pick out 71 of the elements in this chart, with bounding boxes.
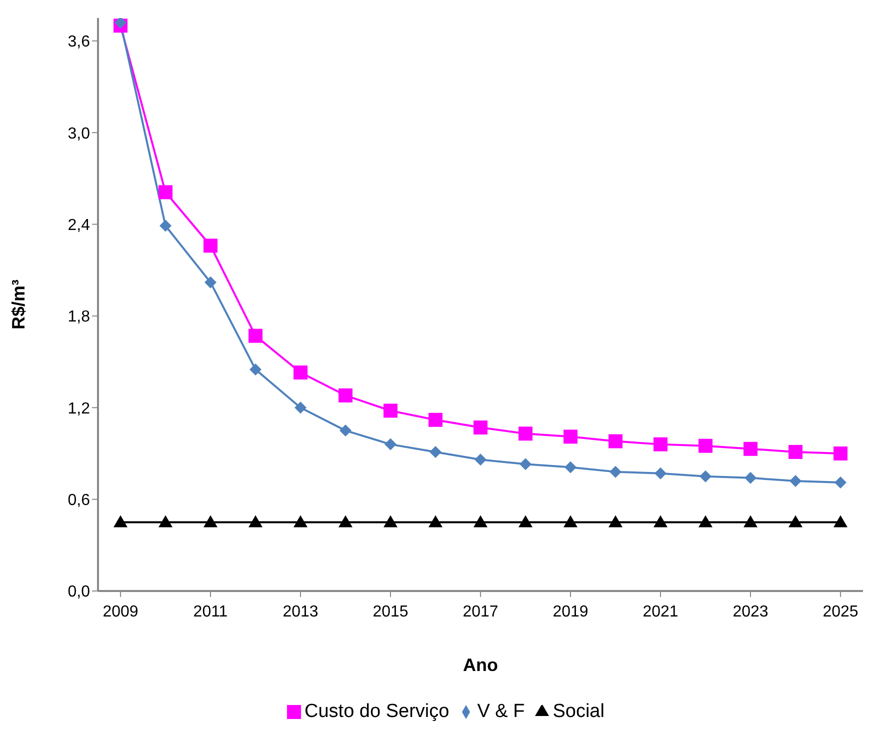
point [564,461,576,474]
point [294,365,308,380]
point [788,515,802,528]
point [744,515,758,528]
point [654,437,668,452]
point [384,515,398,528]
point [834,446,848,460]
point [204,238,218,253]
point [654,467,666,480]
x-tick-label: 2015 [372,603,408,620]
point [564,430,578,444]
point [474,515,488,528]
point [338,515,352,528]
point [428,515,442,528]
legend-label: Social [552,701,604,722]
y-tick-label: 2,4 [68,216,90,234]
x-axis-title: Ano [463,655,498,675]
x-tick-label: 2017 [462,603,498,620]
point [384,404,398,418]
point [250,363,262,376]
point [384,438,396,450]
point [158,515,172,528]
point [160,220,172,232]
y-tick-label: 3,0 [68,125,90,142]
y-tick-label: 1,8 [68,308,90,326]
point [790,474,802,487]
point [340,424,352,437]
point [834,515,848,528]
point [430,446,442,458]
point [654,515,668,528]
point [700,470,712,482]
point [610,466,622,478]
point [114,18,126,29]
point [608,515,622,528]
point [204,276,216,288]
point [788,444,802,459]
legend-label: Custo do Serviço [304,701,450,722]
point [114,515,128,528]
x-tick-label: 2019 [552,603,588,620]
x-tick-label: 2009 [102,603,138,620]
legend-label: V & F [477,701,525,722]
point [248,515,262,528]
point [338,388,352,402]
point [834,476,846,489]
x-tick-label: 2021 [642,603,678,620]
y-tick-label: 3,6 [68,34,90,51]
point [698,438,712,453]
point [744,442,758,456]
point [518,515,532,528]
point [608,434,622,448]
x-tick-label: 2013 [282,603,318,620]
y-tick-label: 0,6 [68,492,90,509]
x-tick-label: 2023 [732,603,768,620]
point [158,185,172,200]
y-tick-label: 0,0 [68,584,90,601]
point [520,458,532,470]
point [294,515,308,528]
x-tick-label: 2011 [193,603,228,620]
point [564,515,578,528]
point [698,515,712,528]
point [204,515,218,528]
point [744,472,756,484]
x-tick-label: 2025 [822,603,858,620]
point [248,328,262,343]
point [474,420,488,435]
point [294,402,306,414]
point [428,412,442,427]
point [518,426,532,441]
y-tick-label: 1,2 [68,400,90,418]
y-axis-title: R$/m³ [8,279,28,330]
point [474,454,486,466]
